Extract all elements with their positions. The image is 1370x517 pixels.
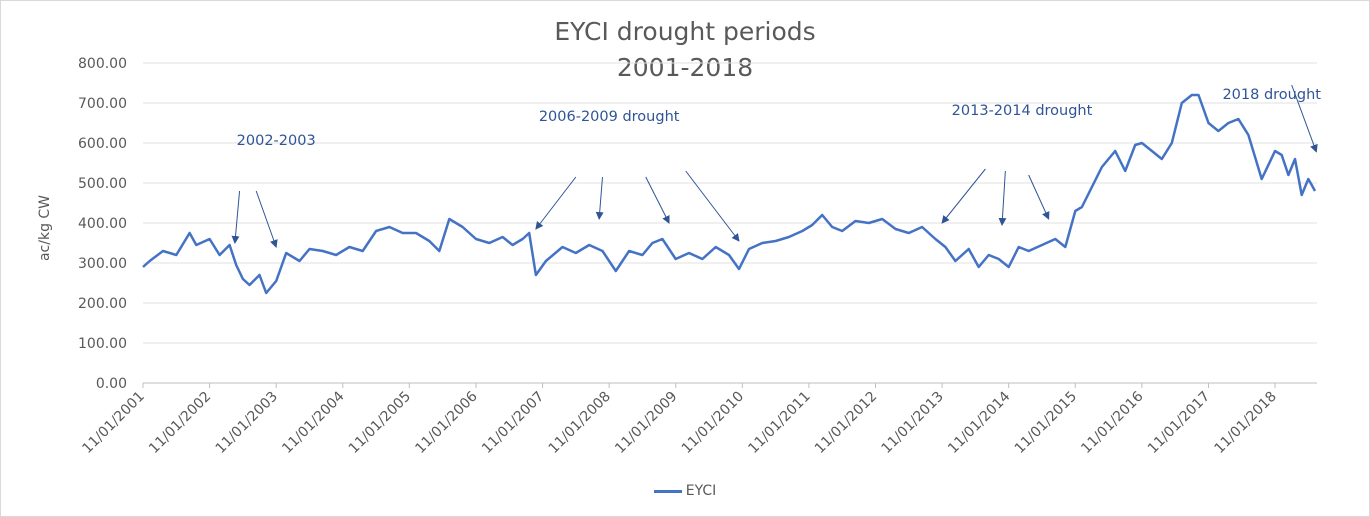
annotation-label: 2018 drought (1222, 87, 1321, 103)
annotation-arrow (1028, 174, 1050, 220)
x-tick-label: 11/01/2015 (1012, 389, 1080, 457)
annotation-label: 2002-2003 (237, 133, 316, 149)
x-tick-label: 11/01/2013 (879, 389, 947, 457)
annotation-label: 2006-2009 drought (539, 109, 680, 125)
x-tick-label: 11/01/2016 (1078, 388, 1146, 456)
chart-title-line-1: EYCI drought periods (554, 17, 816, 46)
x-tick-label: 11/01/2003 (213, 389, 281, 457)
y-tick-label: 300.00 (78, 256, 127, 272)
legend-label-eyci: EYCI (685, 483, 717, 499)
x-tick-label: 11/01/2010 (679, 389, 747, 457)
y-tick-label: 700.00 (78, 96, 127, 112)
annotation-arrow (535, 176, 577, 230)
annotation-arrow (255, 190, 278, 248)
y-axis-label: ac/kg CW (37, 195, 53, 261)
y-tick-label: 400.00 (78, 216, 127, 232)
annotation-label: 2013-2014 drought (952, 103, 1093, 119)
x-tick-label: 11/01/2001 (79, 389, 147, 457)
annotation-arrow (685, 170, 740, 242)
x-tick-label: 11/01/2018 (1211, 389, 1279, 457)
annotation-arrow (231, 190, 241, 244)
annotation-arrow (998, 170, 1007, 226)
legend-swatch-eyci (653, 489, 682, 493)
y-tick-label: 200.00 (78, 296, 127, 312)
annotation-arrow (1291, 84, 1318, 153)
chart-title: EYCI drought periods 2001-2018 (0, 14, 1370, 86)
legend: EYCI (0, 483, 1370, 499)
y-tick-label: 100.00 (78, 336, 127, 352)
series-line-eyci (142, 93, 1317, 295)
x-tick-label: 11/01/2008 (546, 389, 614, 457)
x-tick-label: 11/01/2014 (945, 388, 1013, 456)
y-tick-label: 800.00 (78, 56, 127, 72)
y-tick-label: 0.00 (96, 376, 127, 392)
x-tick-label: 11/01/2005 (346, 389, 414, 457)
y-tick-label: 500.00 (78, 176, 127, 192)
annotation-arrow (645, 176, 670, 224)
x-tick-label: 11/01/2009 (612, 389, 680, 457)
x-tick-label: 11/01/2007 (479, 389, 547, 457)
x-tick-label: 11/01/2011 (745, 389, 813, 457)
x-tick-label: 11/01/2006 (412, 388, 480, 456)
annotation-arrow (595, 176, 604, 220)
annotation-arrow (941, 168, 986, 224)
x-tick-label: 11/01/2017 (1145, 389, 1213, 457)
x-tick-label: 11/01/2004 (279, 388, 347, 456)
chart-title-line-2: 2001-2018 (616, 53, 754, 82)
x-tick-label: 11/01/2012 (812, 389, 880, 457)
y-tick-label: 600.00 (78, 136, 127, 152)
x-tick-label: 11/01/2002 (146, 389, 214, 457)
